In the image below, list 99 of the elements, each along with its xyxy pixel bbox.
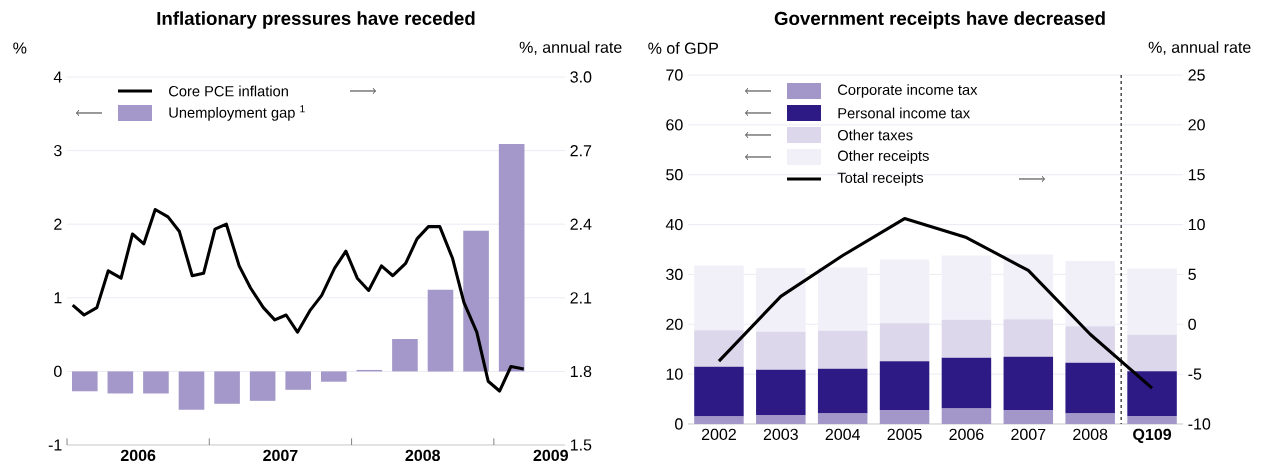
bar: [1127, 268, 1177, 335]
bar: [392, 339, 418, 372]
bar: [1003, 410, 1054, 424]
bar: [694, 265, 744, 331]
y2-tick-label: 25: [1188, 69, 1205, 81]
y-tick-label: 30: [666, 268, 683, 281]
bar: [941, 255, 992, 320]
legend-label: Other taxes: [837, 129, 913, 141]
y-tick-label: 10: [666, 368, 683, 380]
bar: [756, 267, 806, 332]
y-tick-label: 70: [666, 69, 683, 81]
x-tick-label: 2007: [1011, 428, 1046, 441]
x-tick-label: 2009: [533, 449, 568, 462]
x-tick-label: 2007: [263, 449, 298, 462]
y-tick-label: 50: [666, 169, 683, 181]
bar: [1127, 371, 1177, 417]
bar: [756, 415, 806, 424]
bar: [879, 410, 930, 424]
x-tick-label: 2004: [825, 428, 861, 441]
x-tick-label: 2006: [120, 449, 156, 462]
bar: [1065, 362, 1115, 414]
y-axis-title: %: [13, 42, 27, 54]
chart-title: Government receipts have decreased: [774, 11, 1105, 29]
y-tick-label: 0: [675, 418, 683, 430]
bar: [1003, 254, 1054, 320]
y2-tick-label: 2.4: [570, 218, 592, 230]
legend-label: Other receipts: [837, 150, 929, 164]
y2-tick-label: 3.0: [570, 71, 592, 83]
legend-label: Total receipts: [837, 172, 924, 186]
bar: [1065, 413, 1115, 424]
bar: [1003, 356, 1054, 411]
y2-tick-label: 1.5: [570, 439, 592, 451]
x-tick-label: 2008: [1073, 428, 1108, 441]
bar: [694, 416, 744, 424]
y2-tick-label: 5: [1188, 268, 1196, 280]
y-tick-label: 1: [54, 292, 62, 304]
y2-tick-label: 0: [1188, 318, 1196, 330]
bar: [817, 413, 868, 424]
y2-tick-label: 15: [1188, 169, 1205, 181]
bar: [941, 319, 992, 358]
bar: [817, 330, 868, 369]
bar: [1065, 326, 1115, 363]
bar: [941, 408, 992, 424]
line-series: [71, 207, 526, 393]
y-axis-title: % of GDP: [648, 42, 718, 54]
x-tick-label: 2006: [949, 428, 984, 441]
bar: [1127, 334, 1177, 372]
y-tick-label: 60: [666, 119, 683, 131]
x-tick-label: Q109: [1133, 428, 1172, 444]
bar: [879, 259, 930, 324]
x-tick-label: 2005: [887, 428, 922, 441]
y2-tick-label: 1.8: [570, 365, 592, 378]
y2-tick-label: 2.1: [570, 292, 592, 304]
legend-label: Personal income tax: [838, 107, 970, 119]
bar: [694, 366, 744, 417]
bar: [214, 371, 240, 404]
bar: [249, 371, 276, 401]
bar: [285, 371, 312, 390]
bar: [107, 371, 134, 394]
bar: [498, 143, 525, 372]
y2-tick-label: -5: [1188, 368, 1202, 380]
bar: [320, 371, 347, 382]
y2-tick-label: 10: [1188, 218, 1205, 231]
y-tick-label: 3: [54, 144, 62, 157]
x-tick-label: 2003: [763, 428, 798, 441]
bar: [1127, 416, 1177, 424]
bar: [817, 368, 868, 414]
y-tick-label: 0: [54, 365, 62, 378]
y-tick-label: 40: [665, 218, 683, 231]
y2-tick-label: 2.7: [570, 145, 592, 157]
y2-tick-label: 20: [1188, 119, 1205, 131]
x-tick-label: 2008: [405, 449, 441, 462]
x-tick-label: 2002: [701, 428, 736, 441]
bar: [143, 371, 169, 394]
legend-label: Core PCE inflation: [169, 85, 288, 97]
y-tick-label: 20: [666, 318, 683, 330]
bar: [756, 369, 806, 416]
y-tick-label: 4: [53, 71, 62, 83]
bar: [756, 331, 806, 370]
bar: [1065, 260, 1115, 327]
bar: [817, 267, 868, 331]
line-series: [717, 217, 1154, 390]
chart-title: Inflationary pressures have receded: [157, 11, 475, 29]
y-tick-label: -1: [48, 439, 62, 451]
bar: [879, 361, 930, 411]
bar: [178, 371, 205, 410]
bar: [694, 330, 744, 367]
bar: [427, 289, 454, 372]
legend-label: Corporate income tax: [838, 84, 978, 98]
bar: [463, 230, 489, 372]
bar: [71, 371, 98, 392]
y2-axis-title: %, annual rate: [519, 41, 622, 55]
bar: [941, 357, 992, 409]
legend-label: Unemployment gap $^{1}$: [169, 105, 305, 121]
y2-tick-label: -10: [1188, 418, 1211, 430]
y2-axis-title: %, annual rate: [1148, 41, 1251, 55]
bar: [879, 323, 930, 362]
y-tick-label: 2: [54, 218, 62, 230]
bar: [1003, 319, 1054, 357]
